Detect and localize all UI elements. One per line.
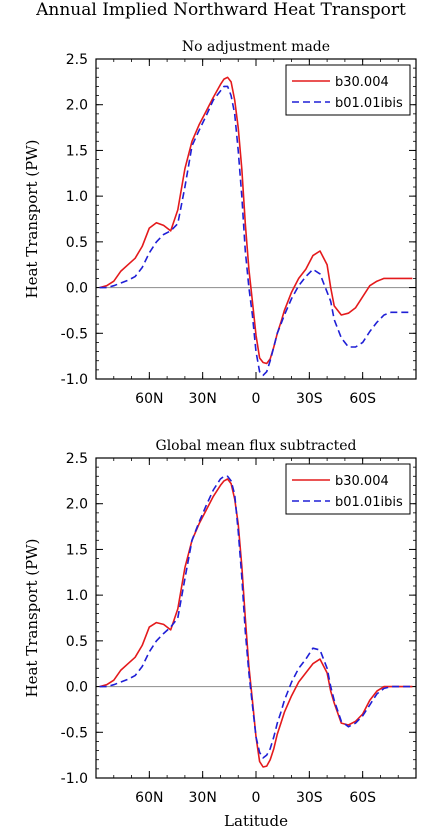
x-tick-label: 30S <box>296 790 323 806</box>
y-tick-label: 0.0 <box>66 281 88 297</box>
plot-frame <box>95 457 417 779</box>
y-tick-label: 1.0 <box>66 588 88 604</box>
y-tick-label: -1.0 <box>61 771 88 787</box>
y-tick-label: -1.0 <box>61 372 88 388</box>
x-tick-label: 0 <box>252 790 261 806</box>
y-tick-label: 0.5 <box>66 634 88 650</box>
y-tick-label: 1.0 <box>66 189 88 205</box>
plot-frame <box>95 58 417 380</box>
y-tick-label: 2.5 <box>66 451 88 467</box>
y-tick-label: 1.5 <box>66 143 88 159</box>
y-axis-label: Heat Transport (PW) <box>23 140 41 299</box>
series-line-b30.004 <box>99 478 413 768</box>
x-tick-label: 30N <box>189 790 217 806</box>
y-tick-label: 2.0 <box>66 497 88 513</box>
panel-title: Global mean flux subtracted <box>156 438 357 454</box>
x-tick-label: 30S <box>296 391 323 407</box>
y-tick-label: -0.5 <box>61 326 88 342</box>
y-tick-label: 2.5 <box>66 52 88 68</box>
x-tick-label: 60S <box>349 790 376 806</box>
y-tick-label: 0.0 <box>66 680 88 696</box>
legend-label: b30.004 <box>335 75 389 90</box>
legend-box <box>285 463 411 515</box>
panel-title: No adjustment made <box>182 39 330 55</box>
y-axis-label: Heat Transport (PW) <box>23 539 41 698</box>
chart-panel-top: No adjustment made 2.5 2.0 1.5 1.0 0.5 0.0 -0.5… <box>23 39 417 407</box>
x-tick-label: 30N <box>189 391 217 407</box>
figure-title: Annual Implied Northward Heat Transport <box>35 0 406 20</box>
x-tick-label: 60S <box>349 391 376 407</box>
series-line-b30.004 <box>99 76 413 365</box>
y-tick-label: -0.5 <box>61 725 88 741</box>
x-tick-label: 0 <box>252 391 261 407</box>
y-tick-label: 1.5 <box>66 542 88 558</box>
x-tick-label: 60N <box>135 790 163 806</box>
series-line-b01.01ibis <box>99 475 413 759</box>
legend-label: b30.004 <box>335 474 389 489</box>
x-axis-label: Latitude <box>224 812 288 829</box>
y-tick-label: 2.0 <box>66 98 88 114</box>
legend-label: b01.01ibis <box>335 96 403 111</box>
chart-panel-bottom: Global mean flux subtracted 2.5 2.0 1.5 1.0 0… <box>23 438 417 829</box>
legend-box <box>285 64 411 116</box>
x-tick-label: 60N <box>135 391 163 407</box>
series-line-b01.01ibis <box>99 85 413 377</box>
y-tick-label: 0.5 <box>66 235 88 251</box>
legend-label: b01.01ibis <box>335 495 403 510</box>
